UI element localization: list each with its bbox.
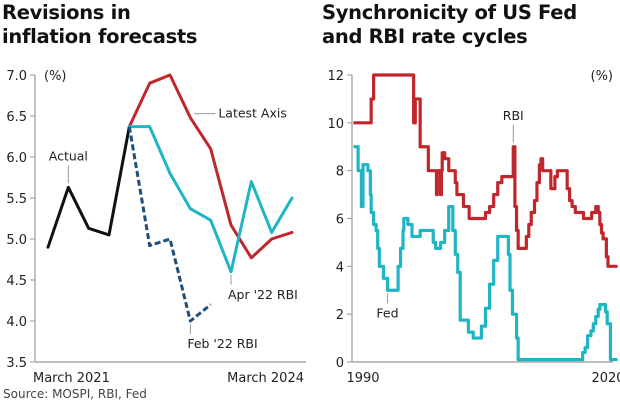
y-tick-label: 6.5 [6,110,27,125]
title-line: Synchronicity of US Fed [322,1,577,24]
series-line-feb-22-rbi [127,126,212,323]
annotation-actual: Actual [49,148,88,163]
y-tick-label: 6 [336,213,344,228]
series-line-rbi [353,73,618,268]
y-tick-label: 4.5 [6,274,27,289]
x-tick-label: 2020 [591,371,620,386]
y-tick-label: 3.5 [6,356,27,371]
rate-cycles-chart: 0 2 4 6 8 10 12 (%) 1990 2020 RBI Fed [327,69,620,386]
series-line-fed [353,145,618,362]
chart-title-rate-cycles: Synchronicity of US Fed and RBI rate cyc… [322,1,577,49]
title-line: inflation forecasts [2,25,198,48]
y-tick-label: 7.0 [6,69,27,84]
x-tick-label: March 2024 [227,371,304,386]
series-line-latest-axis [127,73,294,260]
y-tick-label: 8 [336,165,344,180]
title-line: Revisions in [2,1,131,24]
chart-title-inflation-forecasts: Revisions in inflation forecasts [2,1,198,49]
y-tick-label: 0 [336,356,344,371]
y-tick-label: 5.5 [6,192,27,207]
title-line: and RBI rate cycles [322,25,528,48]
inflation-forecast-chart: 3.5 4.0 4.5 5.0 5.5 6.0 6.5 7.0 (%) March 2021 Mar… [6,69,306,386]
annotation-apr-22-rbi: Apr '22 RBI [228,287,298,302]
annotation-fed: Fed [376,305,398,320]
unit-label: (%) [591,69,614,84]
x-tick-label: 1990 [346,371,379,386]
annotation-feb-22-rbi: Feb '22 RBI [187,336,257,351]
source-note: Source: MOSPI, RBI, Fed [3,387,147,401]
series-line-actual [46,125,131,249]
y-tick-label: 12 [327,69,344,84]
annotation-latest-axis: Latest Axis [218,106,287,121]
y-tick-label: 6.0 [6,151,27,166]
y-tick-label: 4 [336,260,344,275]
y-tick-label: 10 [327,117,344,132]
annotation-rbi: RBI [503,108,524,123]
x-tick-label: March 2021 [33,371,110,386]
series-line-apr-22-rbi [127,125,294,274]
unit-label: (%) [44,69,67,84]
y-tick-label: 4.0 [6,315,27,330]
y-tick-label: 5.0 [6,233,27,248]
y-tick-label: 2 [336,308,344,323]
